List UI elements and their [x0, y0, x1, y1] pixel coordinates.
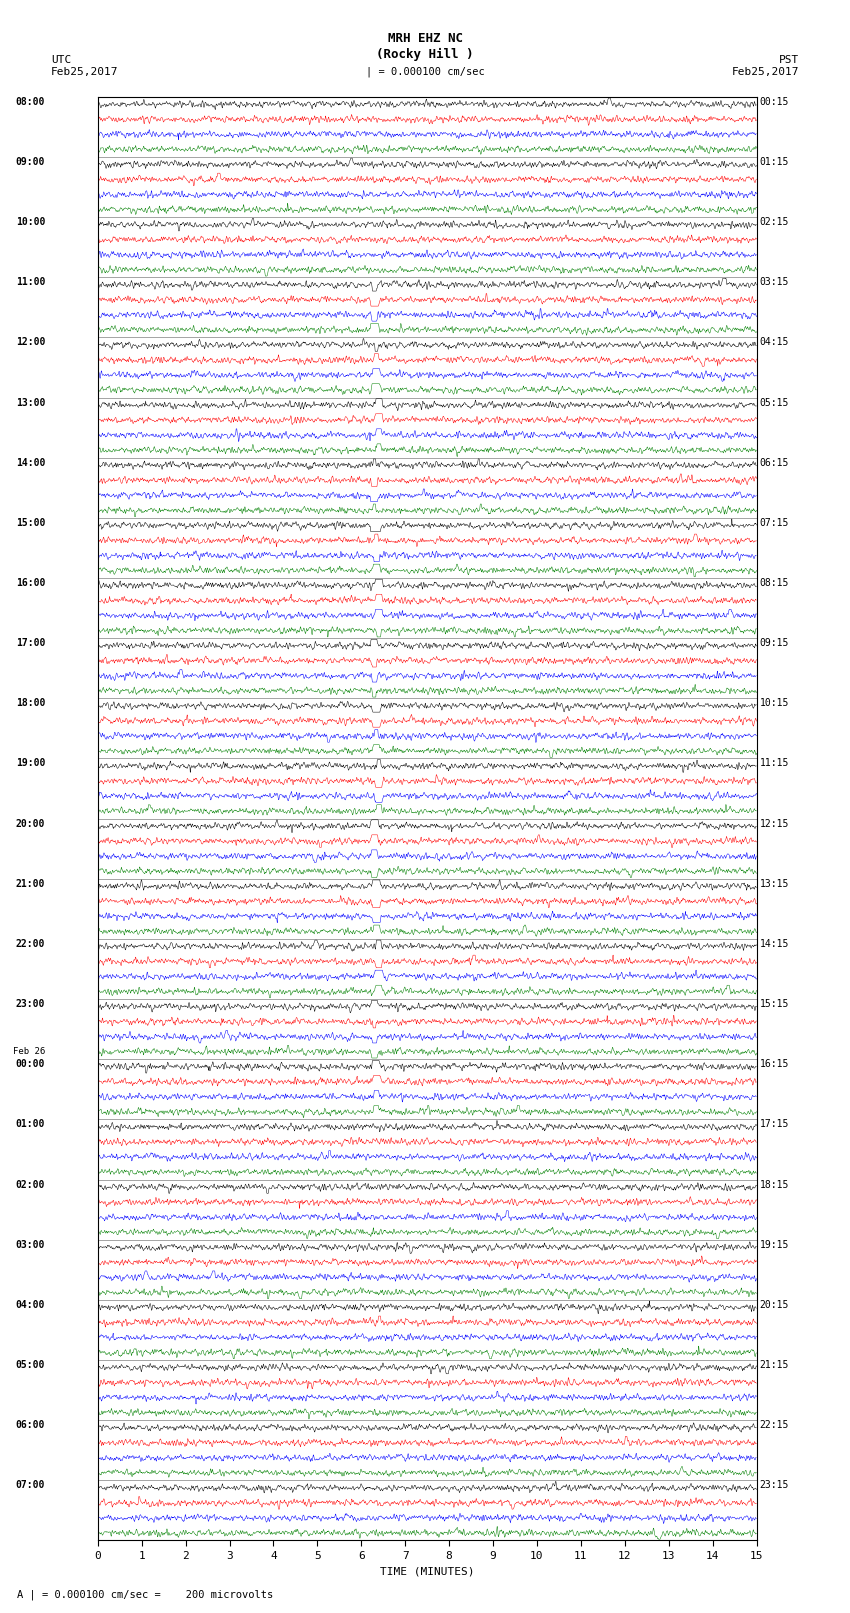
Text: 03:00: 03:00	[15, 1240, 45, 1250]
Text: 22:15: 22:15	[760, 1419, 789, 1431]
Text: 00:00: 00:00	[15, 1060, 45, 1069]
Text: 00:15: 00:15	[760, 97, 789, 106]
Text: 05:15: 05:15	[760, 397, 789, 408]
Text: Feb25,2017: Feb25,2017	[732, 68, 799, 77]
Text: 22:00: 22:00	[15, 939, 45, 948]
Text: (Rocky Hill ): (Rocky Hill )	[377, 48, 473, 61]
Text: 04:15: 04:15	[760, 337, 789, 347]
Text: 12:15: 12:15	[760, 819, 789, 829]
Text: 20:00: 20:00	[15, 819, 45, 829]
Text: UTC: UTC	[51, 55, 71, 65]
Text: 09:15: 09:15	[760, 639, 789, 648]
Text: 02:00: 02:00	[15, 1179, 45, 1189]
Text: 07:00: 07:00	[15, 1481, 45, 1490]
Text: Feb 26: Feb 26	[13, 1047, 45, 1057]
Text: 18:15: 18:15	[760, 1179, 789, 1189]
Text: 10:00: 10:00	[15, 218, 45, 227]
Text: 07:15: 07:15	[760, 518, 789, 527]
Text: PST: PST	[779, 55, 799, 65]
Text: 16:00: 16:00	[15, 577, 45, 589]
Text: 05:00: 05:00	[15, 1360, 45, 1369]
Text: 08:00: 08:00	[15, 97, 45, 106]
Text: 01:15: 01:15	[760, 156, 789, 166]
Text: 10:15: 10:15	[760, 698, 789, 708]
Text: | = 0.000100 cm/sec: | = 0.000100 cm/sec	[366, 66, 484, 77]
Text: 15:15: 15:15	[760, 998, 789, 1010]
Text: 02:15: 02:15	[760, 218, 789, 227]
Text: 09:00: 09:00	[15, 156, 45, 166]
Text: 06:15: 06:15	[760, 458, 789, 468]
Text: 17:00: 17:00	[15, 639, 45, 648]
Text: 23:15: 23:15	[760, 1481, 789, 1490]
Text: 20:15: 20:15	[760, 1300, 789, 1310]
Text: Feb25,2017: Feb25,2017	[51, 68, 118, 77]
Text: 17:15: 17:15	[760, 1119, 789, 1129]
Text: 16:15: 16:15	[760, 1060, 789, 1069]
Text: 13:00: 13:00	[15, 397, 45, 408]
Text: 15:00: 15:00	[15, 518, 45, 527]
Text: 21:15: 21:15	[760, 1360, 789, 1369]
Text: MRH EHZ NC: MRH EHZ NC	[388, 32, 462, 45]
Text: 19:00: 19:00	[15, 758, 45, 768]
X-axis label: TIME (MINUTES): TIME (MINUTES)	[380, 1566, 474, 1576]
Text: A | = 0.000100 cm/sec =    200 microvolts: A | = 0.000100 cm/sec = 200 microvolts	[17, 1589, 273, 1600]
Text: 13:15: 13:15	[760, 879, 789, 889]
Text: 11:00: 11:00	[15, 277, 45, 287]
Text: 18:00: 18:00	[15, 698, 45, 708]
Text: 01:00: 01:00	[15, 1119, 45, 1129]
Text: 21:00: 21:00	[15, 879, 45, 889]
Text: 14:15: 14:15	[760, 939, 789, 948]
Text: 19:15: 19:15	[760, 1240, 789, 1250]
Text: 06:00: 06:00	[15, 1419, 45, 1431]
Text: 08:15: 08:15	[760, 577, 789, 589]
Text: 11:15: 11:15	[760, 758, 789, 768]
Text: 04:00: 04:00	[15, 1300, 45, 1310]
Text: 23:00: 23:00	[15, 998, 45, 1010]
Text: 14:00: 14:00	[15, 458, 45, 468]
Text: 03:15: 03:15	[760, 277, 789, 287]
Text: 12:00: 12:00	[15, 337, 45, 347]
